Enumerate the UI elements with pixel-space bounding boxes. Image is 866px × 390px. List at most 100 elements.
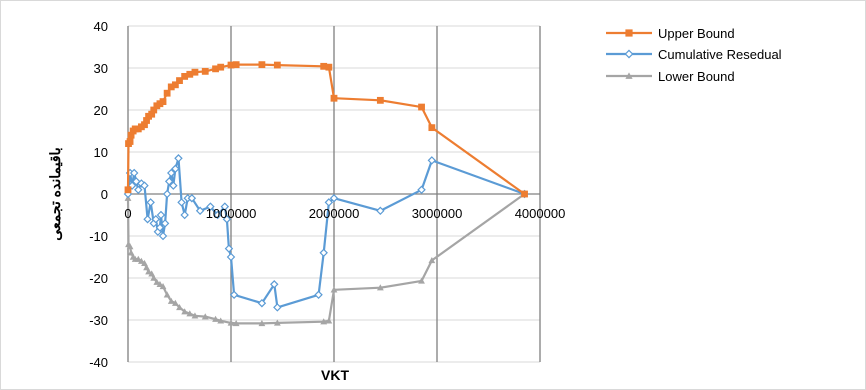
data-point bbox=[187, 193, 197, 203]
data-point bbox=[150, 274, 158, 281]
data-point bbox=[134, 185, 143, 195]
data-point bbox=[163, 291, 171, 298]
x-axis-title: VKT bbox=[321, 367, 349, 383]
series-upper-bound bbox=[124, 61, 528, 198]
data-point bbox=[212, 65, 219, 73]
data-point bbox=[145, 268, 152, 275]
y-axis-title: باقیمانده تجمعی bbox=[47, 147, 63, 240]
data-point bbox=[206, 202, 215, 211]
data-point bbox=[257, 298, 267, 308]
data-point bbox=[418, 103, 425, 111]
legend-item-lower-bound: Lower Bound bbox=[606, 69, 735, 84]
data-point bbox=[159, 283, 167, 290]
data-point bbox=[162, 189, 172, 199]
data-point bbox=[127, 249, 135, 256]
y-tick-label: -40 bbox=[89, 355, 108, 370]
data-point bbox=[186, 70, 194, 78]
y-tick-label: -20 bbox=[89, 271, 108, 286]
x-tick-label: 3000000 bbox=[412, 206, 463, 221]
legend-marker-upper-bound bbox=[625, 29, 633, 37]
series-line bbox=[126, 63, 526, 195]
series-line bbox=[126, 157, 525, 309]
data-point bbox=[376, 96, 384, 104]
data-point bbox=[160, 219, 170, 228]
data-point bbox=[217, 317, 225, 324]
series-cumulative-resedual bbox=[123, 154, 529, 312]
data-point bbox=[428, 256, 436, 264]
data-point bbox=[134, 255, 142, 262]
data-point bbox=[195, 206, 205, 216]
data-point bbox=[325, 317, 333, 324]
data-point bbox=[169, 181, 178, 190]
data-point bbox=[126, 243, 134, 250]
data-point bbox=[258, 61, 266, 69]
data-point bbox=[428, 124, 436, 132]
data-point bbox=[418, 277, 425, 284]
data-point bbox=[143, 214, 152, 224]
data-point bbox=[176, 304, 183, 311]
y-tick-label: 20 bbox=[94, 103, 108, 118]
data-point bbox=[324, 198, 334, 207]
data-point bbox=[320, 62, 328, 70]
y-tick-label: 0 bbox=[101, 187, 108, 202]
data-point bbox=[217, 63, 225, 71]
x-tick-label: 1000000 bbox=[206, 206, 257, 221]
series-layer bbox=[123, 61, 529, 327]
data-point bbox=[232, 319, 240, 327]
data-point bbox=[201, 313, 209, 320]
data-point bbox=[150, 106, 158, 114]
y-tick-label: -10 bbox=[89, 229, 108, 244]
x-tick-label: 2000000 bbox=[309, 206, 360, 221]
data-point bbox=[222, 214, 232, 224]
data-point bbox=[227, 61, 235, 69]
y-tick-label: -30 bbox=[89, 313, 108, 328]
data-point bbox=[270, 280, 279, 289]
data-point bbox=[156, 210, 166, 220]
data-point bbox=[273, 303, 282, 312]
legend: Upper Bound Cumulative Resedual Lower Bo… bbox=[606, 26, 782, 84]
data-point bbox=[213, 210, 222, 220]
data-point bbox=[376, 206, 385, 216]
y-tick-label: 10 bbox=[94, 145, 108, 160]
data-point bbox=[156, 280, 164, 288]
data-point bbox=[376, 284, 384, 291]
data-point bbox=[174, 154, 183, 163]
data-point bbox=[167, 297, 175, 304]
data-point bbox=[325, 63, 333, 71]
data-point bbox=[191, 312, 199, 319]
data-point bbox=[158, 231, 168, 241]
data-point bbox=[151, 214, 161, 224]
data-point bbox=[140, 181, 149, 190]
data-point bbox=[330, 286, 338, 293]
legend-item-upper-bound: Upper Bound bbox=[606, 26, 735, 41]
data-point bbox=[273, 319, 281, 326]
data-point bbox=[329, 193, 339, 203]
data-point bbox=[148, 110, 156, 118]
data-point bbox=[131, 177, 141, 186]
data-point bbox=[186, 310, 194, 317]
data-point bbox=[181, 73, 189, 80]
x-tick-label: 0 bbox=[124, 206, 131, 221]
data-point bbox=[320, 318, 328, 325]
data-point bbox=[146, 198, 155, 207]
data-point bbox=[153, 278, 161, 285]
data-point bbox=[330, 94, 338, 102]
data-point bbox=[163, 89, 171, 97]
legend-marker-cumulative-resedual bbox=[624, 49, 634, 59]
data-point bbox=[177, 198, 186, 207]
data-point bbox=[143, 264, 150, 271]
legend-label-upper-bound: Upper Bound bbox=[658, 26, 735, 41]
data-point bbox=[212, 315, 219, 322]
data-point bbox=[171, 164, 180, 174]
legend-marker-lower-bound bbox=[625, 72, 633, 79]
data-point bbox=[273, 61, 281, 69]
data-point bbox=[521, 190, 528, 198]
data-point bbox=[164, 177, 174, 186]
data-point bbox=[167, 83, 175, 91]
data-point bbox=[129, 168, 139, 178]
data-point bbox=[227, 319, 235, 326]
data-point bbox=[181, 308, 189, 315]
x-tick-label: 4000000 bbox=[515, 206, 566, 221]
data-point bbox=[258, 319, 266, 327]
